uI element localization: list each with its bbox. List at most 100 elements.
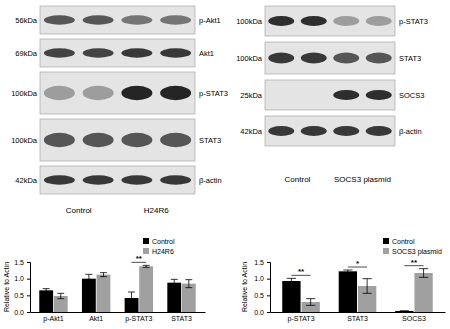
blot-band [44,133,75,147]
y-tick: 0.5 [14,292,30,299]
x-tick-label: STAT3 [347,315,368,322]
y-axis-title: Relative to Actin [3,262,10,312]
bar-chart: 0.0 0.5 1.0 1.5 p-Akt1 Akt1 p-STAT3 STAT3 Relati… [3,238,206,323]
legend-label: Control [152,238,175,245]
y-axis-line [27,263,31,313]
y-tick-mark [27,295,30,296]
blot-row: 100kDa p-STAT3 [11,72,228,114]
x-tick-label: p-Akt1 [43,315,63,323]
bar [414,273,432,312]
legend-swatch [143,248,149,254]
y-tick-label: 1.5 [14,259,24,266]
x-tick-label: STAT3 [171,315,192,322]
kda-label: 100kDa [11,89,38,98]
x-tick: STAT3 [347,312,368,322]
kda-label: 25kDa [240,91,263,100]
legend-label: Control [392,238,415,245]
protein-label: STAT3 [399,54,421,63]
blot-strip [265,80,395,110]
blot-panel: 56kDap-Akt169kDaAkt1100kDap-STAT3100kDaS… [11,6,228,215]
blot-band [160,86,191,100]
plot-area [282,269,432,312]
blot-band [160,48,191,58]
blot-band [366,90,392,100]
bar-chart: 0.0 0.5 1.0 1.5 p-STAT3 STAT3 SOCS3 Relative to… [241,238,446,323]
blot-row: 42kDa β-actin [15,166,221,194]
x-axis-line [31,312,206,313]
bar [39,290,53,312]
group-label: H24R6 [144,206,169,215]
blot-band [333,90,359,100]
legend-label: H24R6 [152,248,174,255]
protein-label: β-actin [399,127,422,136]
blot-strip [40,166,195,194]
y-tick: 0.5 [254,292,270,299]
y-tick: 1.0 [14,275,30,282]
group-label: Control [66,206,92,215]
error-bar [143,265,150,267]
x-axis: p-Akt1 Akt1 p-STAT3 STAT3 [31,312,206,323]
error-bar [43,289,50,292]
legend-swatch [383,248,389,254]
blot-band [83,15,114,25]
group-label: Control [285,175,311,184]
x-tick: p-STAT3 [125,312,152,323]
kda-label: 42kDa [240,127,263,136]
x-tick-label: Akt1 [89,315,103,322]
error-bar [171,279,178,286]
protein-label: β-actin [199,176,222,185]
blot-row: 100kDap-STAT3 [236,6,428,36]
y-axis-title: Relative to Actin [241,262,248,312]
blot-band [160,15,191,25]
y-tick-mark [267,262,270,263]
error-bar [306,299,315,306]
blot-strip [40,6,195,34]
blot-strip [40,39,195,67]
error-bar [363,279,372,294]
x-tick-label: SOCS3 [402,315,426,322]
protein-label: p-Akt1 [199,16,221,25]
blot-band [268,16,294,26]
blot-band [366,53,392,64]
y-tick-label: 0.0 [14,309,24,316]
bar [282,281,300,312]
blot-strip [265,6,395,36]
x-tick: p-STAT3 [288,312,315,323]
blot-band [44,175,75,185]
bar [97,275,111,312]
blot-band [44,48,75,58]
x-tick: SOCS3 [402,312,426,322]
kda-label: 100kDa [11,136,38,145]
blot-band [83,175,114,185]
protein-label: SOCS3 [399,91,424,100]
x-tick: STAT3 [171,312,192,322]
y-tick: 1.5 [254,259,270,266]
x-tick: p-Akt1 [43,312,63,323]
y-tick-mark [267,312,270,313]
blot-band [268,126,294,136]
legend-swatch [143,238,149,244]
x-tick-label: p-STAT3 [125,315,152,323]
error-bar [287,278,296,283]
error-bar [100,273,107,277]
legend: ControlSOCS3 plasmid [383,238,442,256]
blot-band [301,126,327,136]
blot-band [366,126,392,136]
blot-row: 69kDaAkt1 [15,39,214,67]
protein-label: p-STAT3 [199,89,228,98]
blot-band [268,53,294,64]
y-tick-mark [267,279,270,280]
y-tick-label: 0.0 [254,309,264,316]
kda-label: 42kDa [15,176,38,185]
significance-label: ** [298,267,305,276]
kda-label: 100kDa [236,54,263,63]
blot-row: 56kDap-Akt1 [15,6,220,34]
figure: 56kDap-Akt1 69kDaAkt1 100kDa p-STAT3 100kDa S… [0,0,450,329]
y-tick: 1.0 [254,275,270,282]
y-tick: 0.0 [254,309,270,316]
error-bar [185,280,192,288]
blot-band [160,133,191,147]
error-bar [128,292,135,304]
y-tick: 0.0 [14,309,30,316]
legend: Control H24R6 [143,238,175,255]
